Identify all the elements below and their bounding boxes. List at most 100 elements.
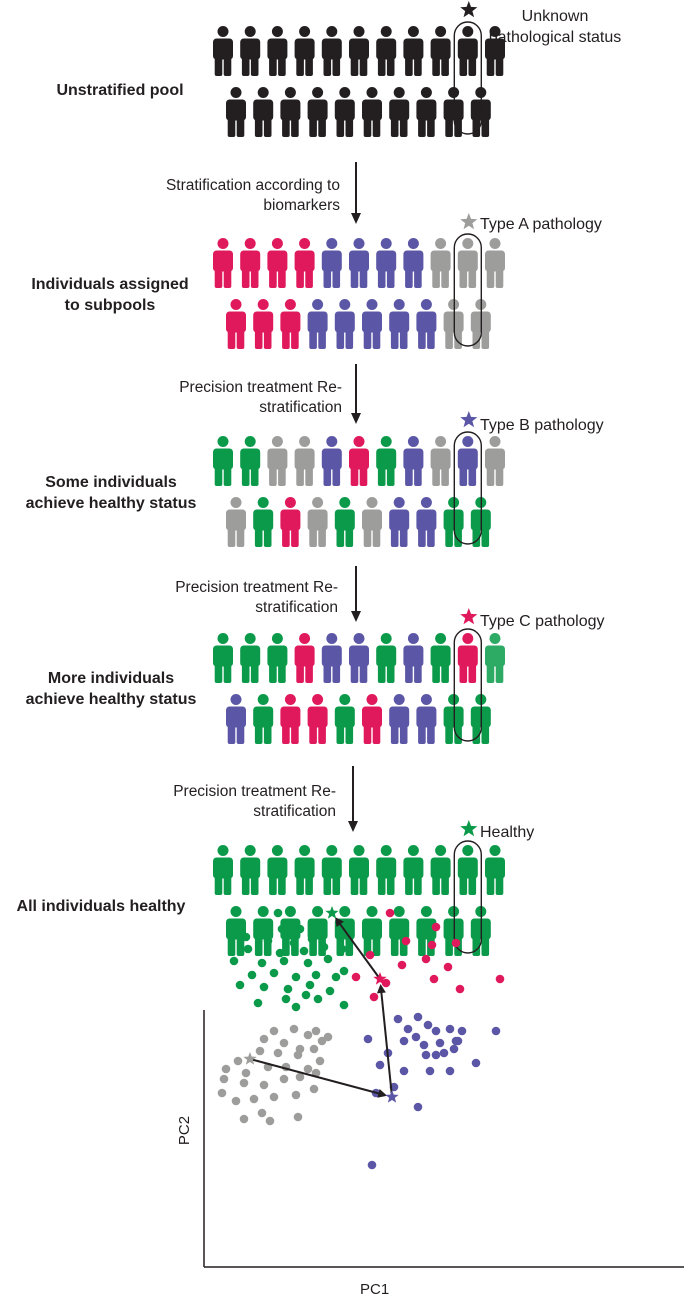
scatter-point [453, 1036, 463, 1046]
scatter-point [365, 950, 375, 960]
person-icon [349, 436, 369, 486]
scatter-point [231, 1096, 241, 1106]
person-icon [485, 845, 505, 895]
person-icon [362, 906, 382, 956]
person-icon [403, 845, 424, 895]
person-icon [267, 238, 288, 288]
state-label: Type B pathology [480, 417, 604, 434]
person-icon [376, 26, 397, 76]
person-icon [349, 845, 369, 895]
person-icon [334, 497, 355, 547]
star-icon [460, 1, 478, 18]
scatter-point [295, 924, 305, 934]
scatter-point [235, 980, 245, 990]
scatter-point [399, 1036, 409, 1046]
person-icon [334, 87, 355, 137]
scatter-point [311, 970, 321, 980]
person-icon [321, 436, 342, 486]
person-icon [240, 436, 261, 486]
scatter-point [309, 1084, 319, 1094]
person-icon [267, 633, 288, 683]
person-icon [485, 436, 505, 486]
stage-label: Unstratified pool [56, 82, 184, 99]
scatter-point [279, 1038, 289, 1048]
person-icon [267, 26, 288, 76]
scatter-point [431, 1050, 441, 1060]
person-icon [253, 299, 274, 349]
star-icon [460, 213, 478, 230]
scatter-point [399, 1066, 409, 1076]
person-icon [376, 436, 397, 486]
scatter-point [323, 954, 333, 964]
scatter-point [303, 958, 313, 968]
person-icon [280, 299, 301, 349]
person-icon [294, 845, 315, 895]
scatter-point [411, 1032, 421, 1042]
person-icon [485, 633, 505, 683]
person-icon [321, 26, 342, 76]
person-icon [307, 299, 328, 349]
person-icon [485, 238, 505, 288]
scatter-point [351, 972, 361, 982]
scatter-point [449, 1044, 459, 1054]
scatter-point [385, 908, 395, 918]
scatter-point [305, 980, 315, 990]
scatter-point [401, 936, 411, 946]
scatter-star-icon [385, 1090, 399, 1103]
person-icon [389, 694, 410, 744]
person-icon [349, 633, 369, 683]
scatter-point [265, 1116, 275, 1126]
person-icon [307, 497, 328, 547]
person-icon [430, 26, 451, 76]
person-icon [457, 26, 478, 76]
scatter-point [275, 948, 285, 958]
person-icon [294, 26, 315, 76]
scatter-point [435, 1038, 445, 1048]
person-icon [416, 299, 437, 349]
scatter-point [273, 1048, 283, 1058]
person-icon [280, 497, 301, 547]
person-icon [226, 694, 246, 744]
scatter-star-icon [325, 906, 339, 919]
person-icon [226, 497, 246, 547]
highlight-outline [453, 628, 482, 742]
stage-label: Individuals assigned to subpools [31, 276, 189, 314]
person-icon [267, 845, 288, 895]
person-icon [362, 694, 382, 744]
scatter-point [313, 994, 323, 1004]
person-icon [349, 26, 369, 76]
scatter-point [381, 978, 391, 988]
scatter-point [325, 986, 335, 996]
scatter-point [241, 1068, 251, 1078]
person-icon [430, 633, 451, 683]
scatter-point [221, 1064, 231, 1074]
person-icon [213, 238, 233, 288]
scatter-point [301, 990, 311, 1000]
scatter-point [295, 1072, 305, 1082]
scatter-point [259, 1034, 269, 1044]
person-icon [416, 87, 437, 137]
scatter-point [425, 1066, 435, 1076]
scatter-point [439, 1048, 449, 1058]
step-label: Precision treatment Re-stratification [179, 379, 342, 416]
scatter-point [369, 992, 379, 1002]
scatter-point [413, 1102, 423, 1112]
scatter-point [337, 944, 347, 954]
stage-label: Some individuals achieve healthy status [25, 474, 197, 512]
scatter-point [239, 1078, 249, 1088]
scatter-point [413, 1012, 423, 1022]
scatter-point [429, 974, 439, 984]
scatter-point [397, 960, 407, 970]
stage-label: More individuals achieve healthy status [25, 670, 197, 708]
scatter-point [419, 1040, 429, 1050]
highlight-outline [453, 431, 482, 545]
scatter-point [279, 956, 289, 966]
scatter-point [421, 1050, 431, 1060]
scatter-point [257, 1108, 267, 1118]
person-icon [294, 238, 315, 288]
state-label: Type A pathology [480, 216, 602, 233]
x-axis-label: PC1 [360, 1281, 390, 1298]
scatter-point [257, 958, 267, 968]
person-icon [389, 299, 410, 349]
flow-arrowhead [351, 213, 361, 224]
